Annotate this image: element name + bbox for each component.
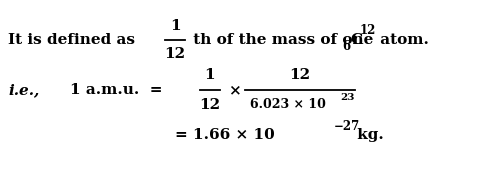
Text: ×: × — [228, 83, 241, 97]
Text: 12: 12 — [164, 47, 186, 61]
Text: −27: −27 — [334, 120, 360, 132]
Text: = 1.66 × 10: = 1.66 × 10 — [175, 128, 275, 142]
Text: It is defined as: It is defined as — [8, 33, 140, 47]
Text: 6: 6 — [342, 40, 350, 53]
Text: kg.: kg. — [352, 128, 384, 142]
Text: 23: 23 — [340, 93, 354, 102]
Text: atom.: atom. — [375, 33, 429, 47]
Text: 12: 12 — [360, 24, 376, 37]
Text: 12: 12 — [200, 98, 220, 112]
Text: 12: 12 — [290, 68, 310, 82]
Text: 6.023 × 10: 6.023 × 10 — [250, 98, 326, 111]
Text: i.e.,: i.e., — [8, 83, 39, 97]
Text: 1 a.m.u.  =: 1 a.m.u. = — [70, 83, 162, 97]
Text: th of the mass of one: th of the mass of one — [188, 33, 378, 47]
Text: 1: 1 — [170, 19, 180, 33]
Text: C: C — [350, 33, 362, 47]
Text: 1: 1 — [204, 68, 216, 82]
